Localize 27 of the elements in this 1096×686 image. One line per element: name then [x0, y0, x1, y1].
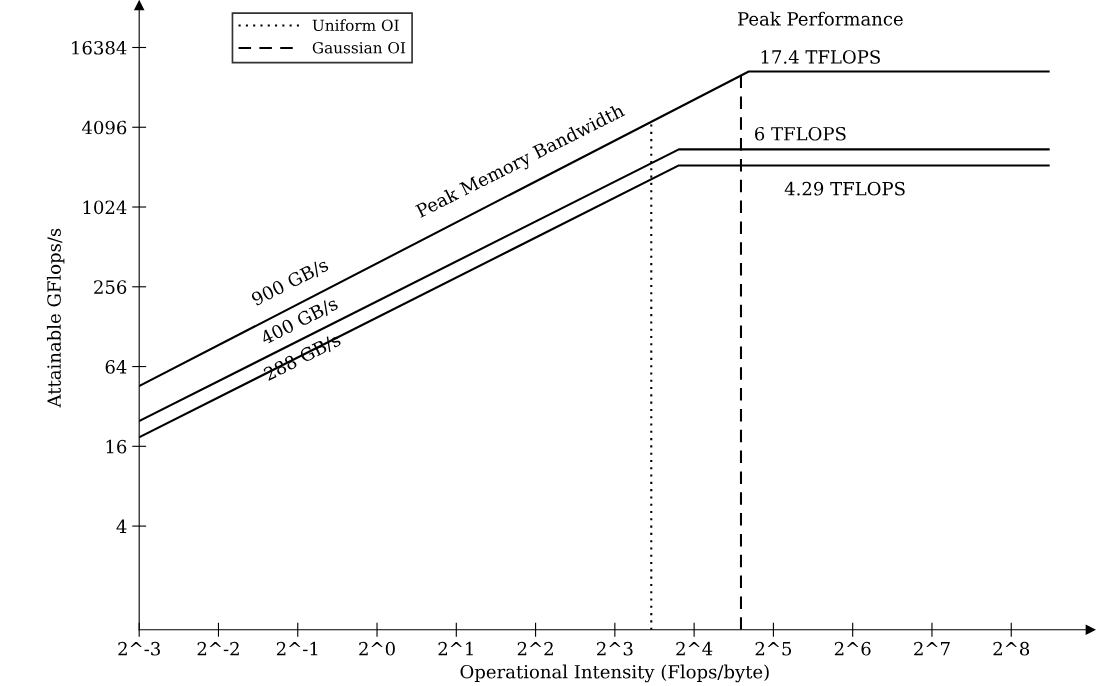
y-tick-label: 256	[94, 280, 127, 294]
x-tick-label: 2^2	[517, 641, 553, 656]
x-tick-label: 2^7	[914, 641, 950, 656]
y-tick-label: 64	[105, 360, 127, 374]
y-tick-label: 4	[116, 519, 127, 533]
annotation: 17.4 TFLOPS	[761, 50, 880, 64]
x-tick-label: 2^-2	[197, 641, 239, 656]
annotation: 6 TFLOPS	[755, 126, 846, 141]
x-tick-label: 2^4	[676, 641, 713, 656]
x-tick-label: 2^1	[438, 641, 473, 656]
y-tick-label: 16384	[72, 40, 127, 55]
annotation: Peak Performance	[738, 11, 903, 26]
x-axis-title: Operational Intensity (Flops/byte)	[460, 664, 769, 683]
y-tick-label: 1024	[83, 200, 127, 215]
x-tick-label: 2^5	[755, 641, 792, 656]
x-tick-label: 2^-1	[276, 641, 318, 656]
annotation: 4.29 TFLOPS	[784, 181, 905, 196]
x-tick-label: 2^3	[597, 641, 633, 656]
x-tick-label: 2^6	[834, 641, 871, 656]
x-tick-label: 2^-3	[118, 641, 160, 656]
y-axis-title: Attainable GFlops/s	[46, 228, 65, 408]
x-tick-label: 2^0	[359, 641, 395, 656]
y-tick-label: 16	[106, 439, 127, 454]
legend-label: Gaussian OI	[312, 41, 406, 54]
legend-label: Uniform OI	[312, 19, 399, 32]
y-tick-label: 4096	[81, 120, 127, 135]
x-tick-label: 2^8	[993, 641, 1030, 656]
